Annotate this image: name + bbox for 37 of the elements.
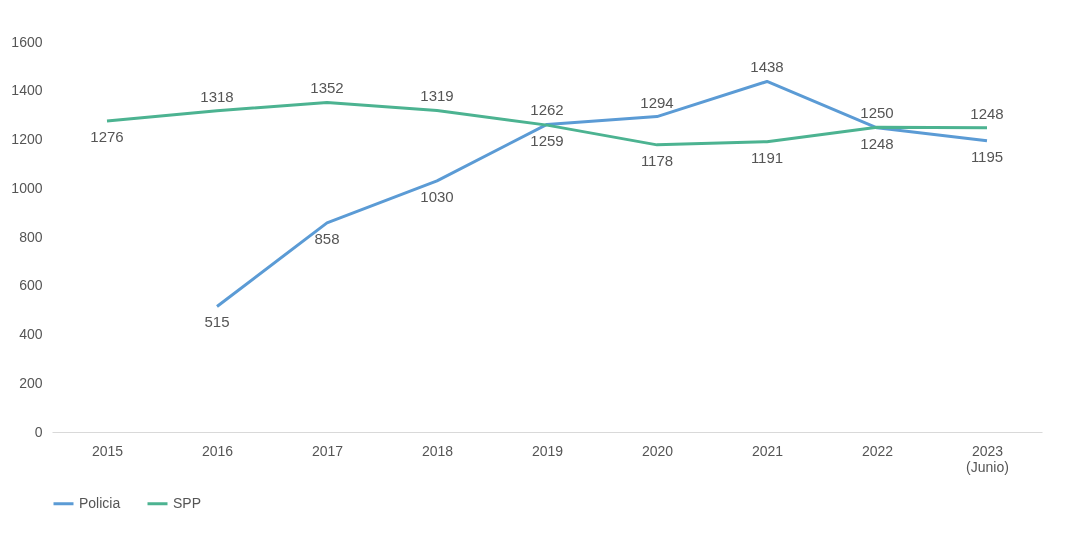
data-label: 1438 [750,58,784,76]
x-tick-label: 2017 [311,442,344,459]
data-label: 1259 [530,132,564,150]
y-tick-label: 400 [19,326,43,342]
x-tick-label: 2020 [641,442,674,459]
data-label: 1248 [970,104,1004,122]
data-label: 1250 [860,104,894,122]
x-tick-label: 2023 (Junio) [966,442,1009,475]
data-label: 1294 [640,93,674,111]
y-tick-label: 600 [19,277,43,294]
y-tick-label: 1400 [11,82,43,99]
data-label: 1262 [530,101,564,119]
data-label: 1276 [90,127,124,145]
data-label: 1191 [750,148,784,166]
data-label: 858 [314,229,340,247]
y-tick-label: 800 [19,228,43,245]
legend-label: SPP [173,494,202,511]
x-tick-label: 2016 [201,442,234,459]
legend-label: Policia [79,494,121,511]
x-tick-label: 2018 [421,442,454,459]
data-label: 1030 [420,187,454,205]
data-label: 1318 [200,87,234,105]
x-tick-label: 2022 [861,442,894,459]
data-label: 1319 [420,87,454,105]
y-tick-label: 1200 [11,131,43,147]
x-tick-label: 2015 [91,442,124,459]
data-label: 1352 [310,79,344,97]
y-tick-label: 0 [34,423,43,440]
data-label: 1248 [860,134,894,152]
data-label: 1195 [970,147,1004,165]
y-tick-label: 200 [19,374,43,391]
data-label: 1178 [640,151,674,169]
x-tick-label: 2019 [531,442,564,459]
y-tick-label: 1000 [11,179,43,196]
x-tick-label: 2021 [751,442,784,459]
data-label: 515 [204,313,230,331]
y-tick-label: 1600 [11,33,43,50]
